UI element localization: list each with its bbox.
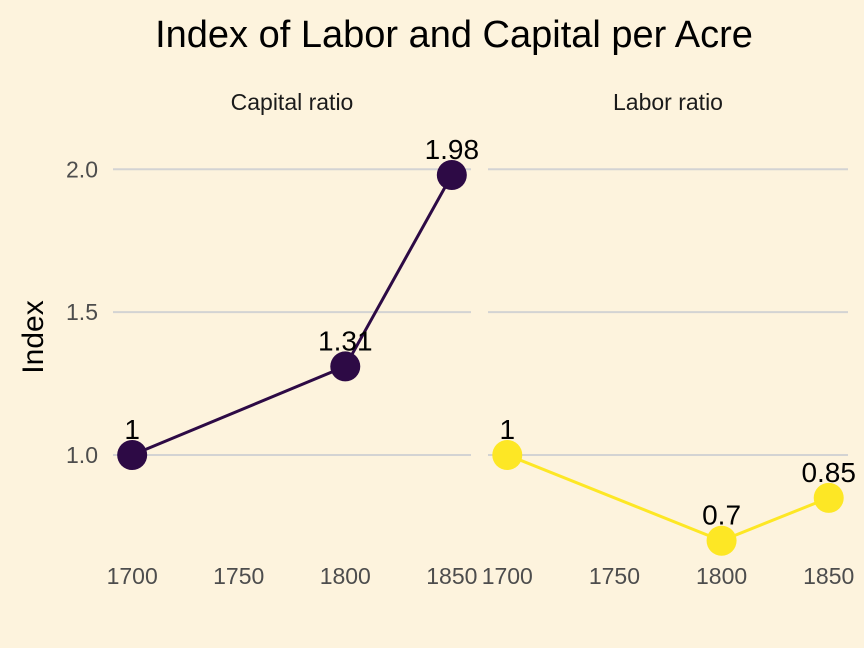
x-tick-label: 1750 bbox=[213, 563, 264, 589]
x-tick-label: 1700 bbox=[482, 563, 533, 589]
x-tick-label: 1700 bbox=[107, 563, 158, 589]
x-tick-label: 1850 bbox=[803, 563, 854, 589]
y-tick-label: 1.0 bbox=[66, 442, 98, 468]
data-label: 0.7 bbox=[702, 500, 741, 531]
x-tick-label: 1800 bbox=[696, 563, 747, 589]
x-tick-label: 1850 bbox=[426, 563, 477, 589]
series-line bbox=[131, 174, 454, 457]
chart-title: Index of Labor and Capital per Acre bbox=[155, 14, 753, 56]
facet-label: Capital ratio bbox=[231, 89, 354, 115]
data-point bbox=[706, 525, 737, 556]
y-axis-label: Index bbox=[17, 300, 50, 373]
data-label: 1.31 bbox=[318, 325, 373, 356]
x-tick-label: 1800 bbox=[320, 563, 371, 589]
y-tick-label: 1.5 bbox=[66, 299, 98, 325]
y-tick-label: 2.0 bbox=[66, 156, 98, 182]
x-tick-label: 1750 bbox=[589, 563, 640, 589]
series-line bbox=[506, 453, 830, 543]
data-label: 1 bbox=[499, 414, 515, 445]
data-point bbox=[813, 482, 844, 513]
data-label: 1 bbox=[124, 414, 140, 445]
data-point bbox=[492, 440, 523, 470]
data-point bbox=[436, 160, 467, 190]
data-point bbox=[117, 440, 148, 470]
facet-label: Labor ratio bbox=[613, 89, 723, 115]
data-label: 0.85 bbox=[801, 457, 856, 488]
data-label: 1.98 bbox=[425, 134, 480, 165]
data-point bbox=[330, 351, 361, 382]
